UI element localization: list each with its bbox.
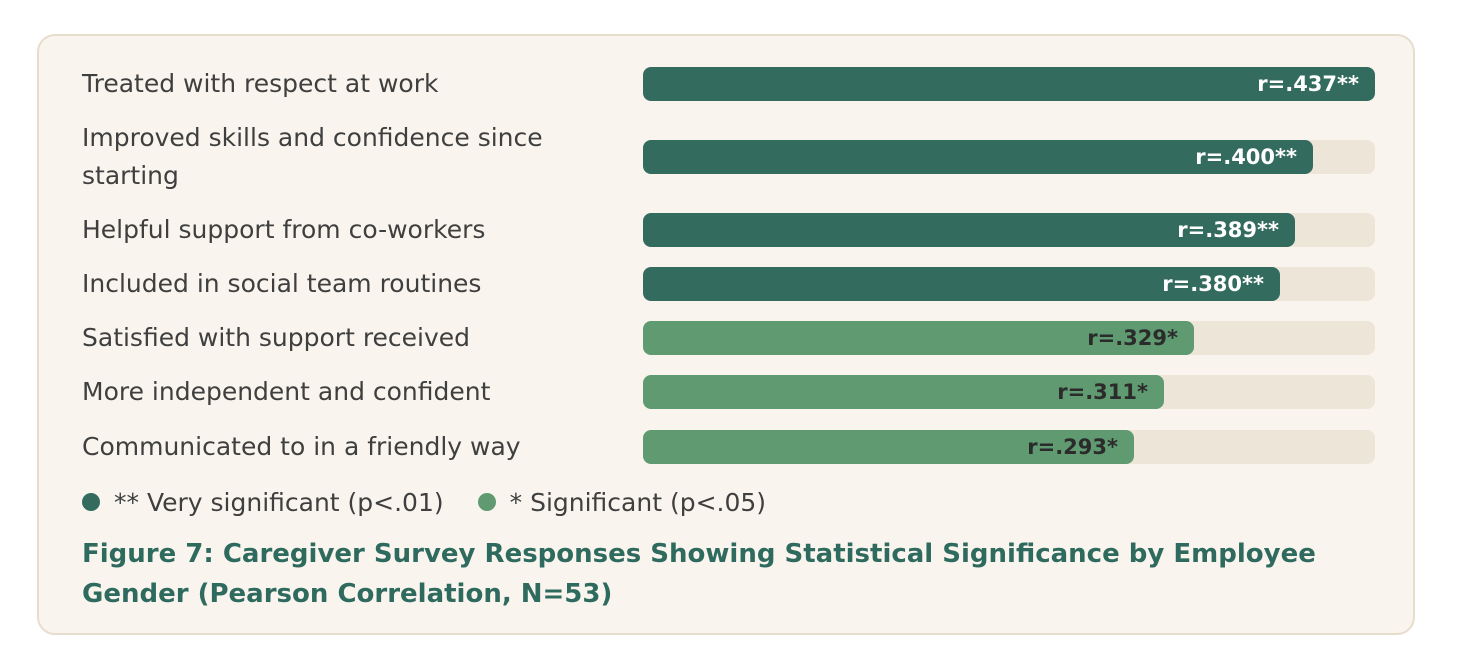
legend-label-significant: * Significant (p<.05) xyxy=(509,487,767,517)
legend-dot-significant xyxy=(477,493,496,511)
legend-item-significant: * Significant (p<.05) xyxy=(477,487,767,517)
category-label: Improved skills and confidence since sta… xyxy=(82,123,543,190)
category-label: Included in social team routines xyxy=(82,269,482,298)
bar-track: r=.437** xyxy=(643,67,1375,101)
legend-label-very-significant: ** Very significant (p<.01) xyxy=(114,487,444,517)
bar-track: r=.311* xyxy=(643,375,1375,409)
bar-track: r=.380** xyxy=(643,267,1375,301)
bar-track: r=.293* xyxy=(643,430,1375,464)
bar-value-label: r=.437** xyxy=(1257,72,1359,96)
bar: r=.380** xyxy=(643,267,1280,301)
bar-value-label: r=.293* xyxy=(1027,435,1118,459)
legend: ** Very significant (p<.01) * Significan… xyxy=(82,484,800,520)
legend-item-very-significant: ** Very significant (p<.01) xyxy=(82,488,444,517)
figure-caption: Figure 7: Caregiver Survey Responses Sho… xyxy=(82,539,1316,609)
bar-value-label: r=.380** xyxy=(1162,272,1264,296)
bar: r=.389** xyxy=(643,213,1295,247)
bar-value-label: r=.329* xyxy=(1087,326,1178,350)
category-label: Treated with respect at work xyxy=(82,69,439,98)
category-label: Satisfied with support received xyxy=(82,323,471,352)
bar-track: r=.400** xyxy=(643,140,1375,174)
category-label: Helpful support from co-workers xyxy=(82,215,486,244)
bar-track: r=.329* xyxy=(643,321,1375,355)
bar: r=.437** xyxy=(643,67,1375,101)
bar-value-label: r=.389** xyxy=(1177,218,1279,242)
category-label: More independent and confident xyxy=(82,377,491,406)
bar-track: r=.389** xyxy=(643,213,1375,247)
category-label: Communicated to in a friendly way xyxy=(82,432,521,461)
bar: r=.293* xyxy=(643,430,1134,464)
bar: r=.400** xyxy=(643,140,1313,174)
bar-value-label: r=.400** xyxy=(1195,145,1297,169)
chart-card: Treated with respect at work r=.437** Impr… xyxy=(37,34,1415,635)
legend-dot-very-significant xyxy=(82,493,100,511)
bar-value-label: r=.311* xyxy=(1057,380,1148,404)
bar: r=.311* xyxy=(643,375,1164,409)
bar: r=.329* xyxy=(643,321,1194,355)
